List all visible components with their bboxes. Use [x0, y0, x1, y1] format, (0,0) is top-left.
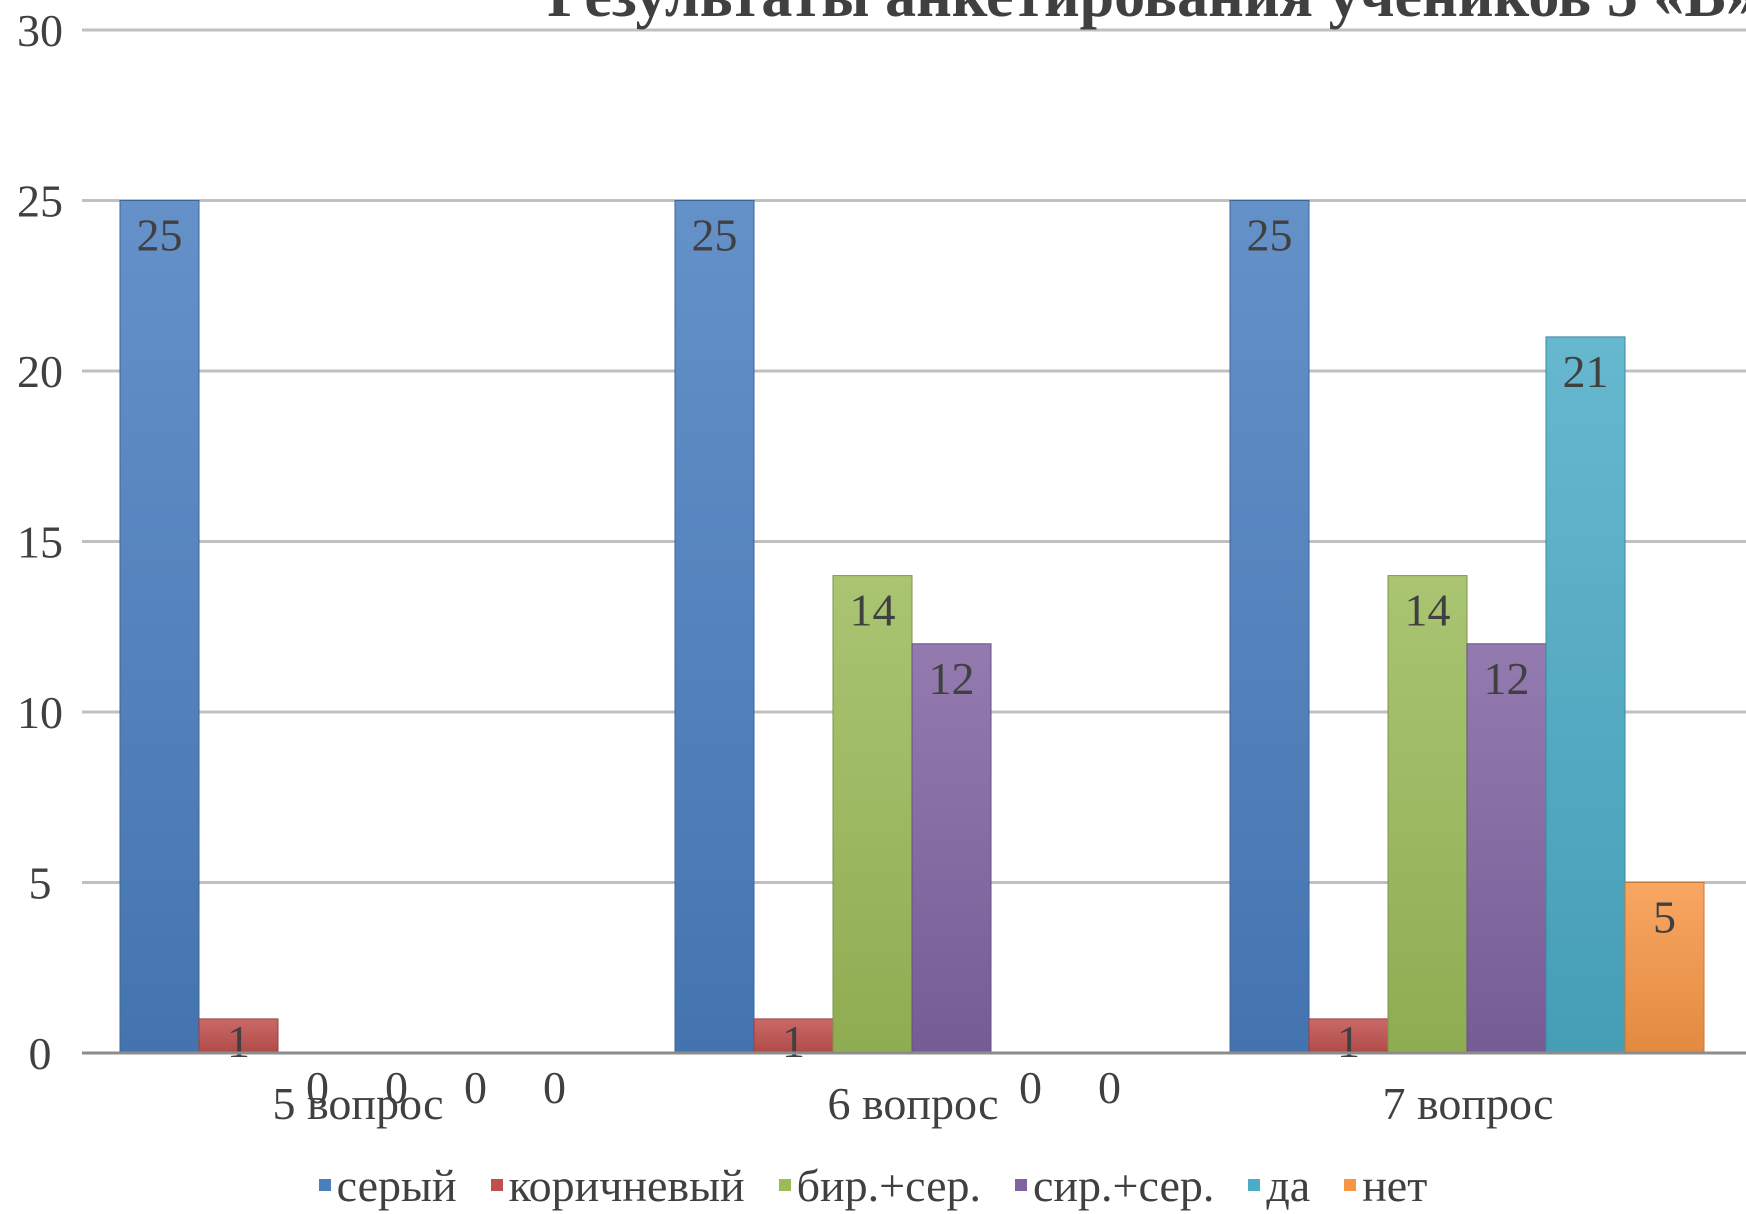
data-label: 1: [1337, 1016, 1360, 1067]
data-label: 1: [227, 1016, 250, 1067]
legend-label: бир.+сер.: [796, 1159, 981, 1211]
data-label: 0: [1019, 1062, 1042, 1113]
data-label: 12: [929, 653, 975, 704]
legend-item: коричневый: [490, 1159, 745, 1212]
data-label: 1: [782, 1016, 805, 1067]
data-label: 21: [1563, 346, 1609, 397]
bar: [1624, 882, 1705, 1054]
x-tick-label: 6 вопрос: [827, 1078, 998, 1129]
data-label: 0: [385, 1062, 408, 1113]
y-tick-label: 30: [17, 5, 63, 56]
legend-swatch: [1014, 1179, 1027, 1191]
data-label: 0: [1098, 1062, 1121, 1113]
data-label: 0: [543, 1062, 566, 1113]
y-tick-label: 5: [29, 858, 52, 909]
legend-label: да: [1266, 1159, 1311, 1211]
data-label: 25: [692, 210, 738, 261]
bar: [119, 200, 200, 1054]
legend-item: серый: [318, 1159, 457, 1212]
legend-swatch: [778, 1179, 791, 1191]
legend-swatch: [1248, 1179, 1261, 1191]
y-tick-label: 0: [29, 1028, 52, 1079]
legend-item: бир.+сер.: [778, 1159, 981, 1212]
data-label: 14: [1405, 585, 1451, 636]
bar: [832, 575, 913, 1054]
bar: [1545, 336, 1626, 1054]
legend-item: да: [1248, 1159, 1310, 1212]
x-tick-label: 7 вопрос: [1382, 1078, 1553, 1129]
legend-swatch: [318, 1179, 331, 1191]
data-label: 25: [1247, 210, 1293, 261]
data-label: 0: [306, 1062, 329, 1113]
bar: [911, 643, 992, 1054]
legend-swatch: [490, 1179, 503, 1191]
legend-swatch: [1344, 1179, 1357, 1191]
legend-label: серый: [336, 1159, 457, 1211]
data-label: 12: [1484, 653, 1530, 704]
bars: [119, 200, 1705, 1054]
bar: [1466, 643, 1547, 1054]
legend-label: нет: [1362, 1159, 1428, 1211]
x-tick-label: 5 вопрос: [272, 1078, 443, 1129]
y-tick-label: 15: [17, 517, 63, 568]
bar: [1387, 575, 1468, 1054]
data-label: 25: [137, 210, 183, 261]
data-label: 5: [1653, 892, 1676, 943]
chart-title: Результаты анкетирования учеников 5 «В» …: [547, 0, 1746, 30]
y-tick-label: 20: [17, 346, 63, 397]
bar: [1229, 200, 1310, 1054]
y-tick-label: 10: [17, 687, 63, 738]
legend: серый коричневый бир.+сер. сир.+сер. да нет: [0, 1159, 1746, 1212]
data-label: 0: [464, 1062, 487, 1113]
bar: [674, 200, 755, 1054]
legend-label: сир.+сер.: [1032, 1159, 1215, 1211]
legend-item: нет: [1344, 1159, 1427, 1212]
data-label: 14: [850, 585, 896, 636]
legend-label: коричневый: [508, 1159, 745, 1211]
y-tick-label: 25: [17, 176, 63, 227]
legend-item: сир.+сер.: [1014, 1159, 1215, 1212]
